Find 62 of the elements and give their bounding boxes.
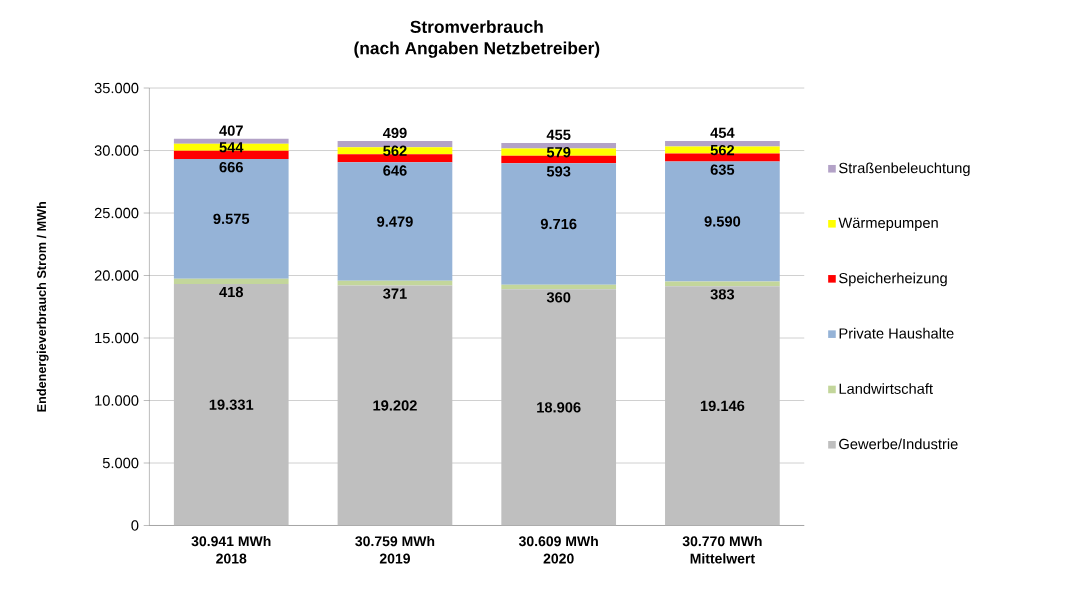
chart-title: Stromverbrauch [410, 20, 543, 33]
data-label: 9.479 [377, 216, 413, 227]
x-tick-label: 30.759 MWh 2019 [355, 535, 435, 564]
bar [173, 278, 289, 284]
data-label: 418 [219, 286, 244, 298]
data-label: 9.590 [704, 216, 741, 227]
data-label: 646 [383, 165, 407, 176]
bar [501, 163, 617, 285]
bar [337, 147, 453, 155]
bar [665, 161, 780, 282]
data-label: 9.716 [540, 218, 577, 230]
bar [173, 283, 289, 526]
data-label: 371 [383, 288, 407, 299]
bar [337, 162, 453, 281]
legend-label: Private Haushalte [839, 327, 954, 339]
data-label: 562 [710, 144, 735, 156]
bar [501, 289, 617, 526]
x-tick-label: 30.770 MWh Mittelwert [682, 535, 762, 564]
y-tick-label: 20.000 [94, 270, 139, 281]
legend-label: Straßenbeleuchtung [839, 162, 970, 177]
y-tick-label: 15.000 [95, 332, 139, 344]
y-tick-label: 5.000 [102, 457, 139, 469]
bar [665, 140, 780, 147]
data-label: 454 [710, 127, 735, 138]
data-label: 579 [546, 146, 571, 158]
x-tick-label: 30.609 MWh 2020 [518, 535, 598, 564]
data-label: 360 [546, 292, 571, 303]
bar [665, 146, 780, 154]
bar [173, 143, 289, 151]
data-label: 544 [219, 142, 244, 153]
y-tick-label: 0 [131, 520, 139, 531]
data-label: 593 [546, 166, 571, 177]
data-label: 407 [219, 125, 243, 136]
legend-label: Gewerbe/Industrie [839, 438, 958, 450]
data-label: 383 [710, 289, 735, 300]
bar [665, 281, 780, 287]
bar [501, 142, 617, 149]
data-label: 455 [546, 129, 571, 140]
y-axis-title: Endenergieverbrauch Strom / MWh [36, 201, 49, 412]
data-label: 499 [382, 127, 407, 139]
data-label: 9.575 [213, 213, 250, 224]
data-label: 635 [710, 164, 735, 175]
bar [337, 154, 453, 163]
data-label: 19.331 [209, 399, 254, 410]
bar [173, 138, 289, 144]
y-tick-label: 35.000 [94, 82, 139, 94]
data-label: 19.202 [373, 400, 417, 411]
y-tick-label: 10.000 [95, 395, 139, 406]
y-tick-label: 25.000 [94, 207, 139, 219]
legend-label: Wärmepumpen [838, 217, 938, 231]
data-label: 562 [383, 145, 407, 156]
y-tick-label: 30.000 [94, 145, 139, 156]
data-label: 666 [219, 161, 243, 173]
legend-label: Speicherheizung [839, 272, 947, 287]
x-tick-label: 30.941 MWh 2018 [191, 535, 271, 564]
data-label: 18.906 [537, 402, 581, 413]
data-label: 19.146 [700, 400, 745, 411]
legend-label: Landwirtschaft [839, 383, 933, 394]
bar [337, 285, 453, 526]
chart-subtitle: (nach Angaben Netzbetreiber) [354, 41, 600, 58]
bar [173, 158, 289, 279]
bar [665, 286, 780, 526]
